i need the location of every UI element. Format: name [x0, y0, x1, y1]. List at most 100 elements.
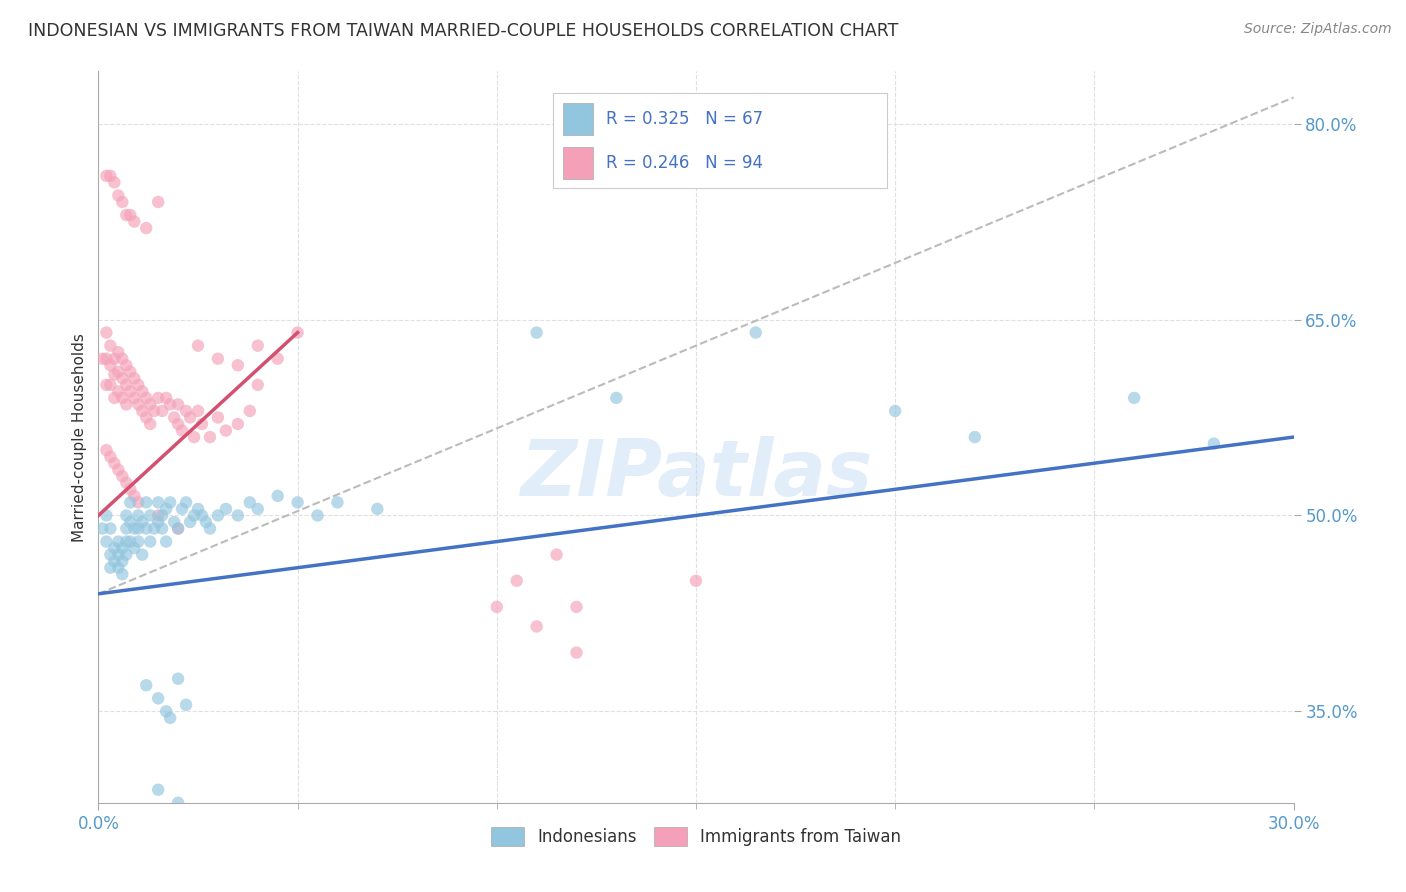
Point — [187, 338, 209, 352]
Point — [183, 430, 205, 444]
Point — [191, 508, 214, 523]
Point — [155, 391, 177, 405]
Point — [103, 368, 125, 382]
Point — [98, 377, 122, 392]
Point — [179, 515, 201, 529]
Point — [127, 377, 149, 392]
Point — [963, 430, 986, 444]
Point — [287, 326, 309, 340]
Point — [127, 397, 149, 411]
Point — [91, 351, 114, 366]
Point — [139, 417, 162, 431]
Point — [172, 502, 194, 516]
Point — [239, 404, 262, 418]
Point — [115, 508, 138, 523]
Point — [143, 521, 166, 535]
Point — [96, 351, 118, 366]
Point — [120, 208, 142, 222]
Point — [111, 541, 134, 555]
Point — [884, 404, 907, 418]
Point — [107, 384, 129, 399]
Point — [148, 515, 170, 529]
Point — [207, 508, 229, 523]
Point — [167, 397, 190, 411]
Point — [267, 351, 290, 366]
Point — [139, 508, 162, 523]
Point — [246, 377, 269, 392]
Point — [195, 515, 218, 529]
Point — [745, 326, 768, 340]
Point — [96, 534, 118, 549]
Point — [96, 508, 118, 523]
Point — [135, 495, 157, 509]
Point — [226, 417, 249, 431]
Point — [207, 351, 229, 366]
Point — [115, 397, 138, 411]
Point — [605, 391, 627, 405]
Point — [127, 495, 149, 509]
Point — [115, 377, 138, 392]
Point — [167, 521, 190, 535]
Point — [103, 351, 125, 366]
Point — [131, 515, 153, 529]
Point — [163, 410, 186, 425]
Text: INDONESIAN VS IMMIGRANTS FROM TAIWAN MARRIED-COUPLE HOUSEHOLDS CORRELATION CHART: INDONESIAN VS IMMIGRANTS FROM TAIWAN MAR… — [28, 22, 898, 40]
Point — [226, 508, 249, 523]
Point — [167, 796, 190, 810]
Point — [111, 554, 134, 568]
Point — [124, 391, 146, 405]
Point — [115, 534, 138, 549]
Point — [139, 397, 162, 411]
Point — [124, 521, 146, 535]
Point — [187, 502, 209, 516]
Point — [155, 502, 177, 516]
Point — [103, 456, 125, 470]
Point — [307, 508, 329, 523]
Point — [120, 534, 142, 549]
Point — [139, 534, 162, 549]
Point — [131, 384, 153, 399]
Point — [1202, 436, 1225, 450]
Point — [111, 194, 134, 209]
Point — [159, 397, 181, 411]
Point — [111, 567, 134, 582]
Point — [131, 548, 153, 562]
Point — [103, 391, 125, 405]
Point — [98, 521, 122, 535]
Point — [326, 495, 349, 509]
Point — [198, 430, 221, 444]
Y-axis label: Married-couple Households: Married-couple Households — [72, 333, 87, 541]
Point — [506, 574, 529, 588]
Point — [98, 548, 122, 562]
Point — [124, 214, 146, 228]
Point — [179, 410, 201, 425]
Point — [111, 371, 134, 385]
Point — [115, 475, 138, 490]
Point — [526, 326, 548, 340]
Point — [565, 646, 588, 660]
Point — [96, 377, 118, 392]
Point — [135, 678, 157, 692]
Point — [174, 404, 197, 418]
Point — [526, 619, 548, 633]
Point — [120, 495, 142, 509]
Point — [98, 560, 122, 574]
Point — [239, 495, 262, 509]
Point — [98, 338, 122, 352]
Point — [167, 521, 190, 535]
Point — [115, 358, 138, 372]
Point — [148, 782, 170, 797]
Point — [111, 351, 134, 366]
Text: ZIPatlas: ZIPatlas — [520, 435, 872, 512]
Point — [103, 554, 125, 568]
Point — [267, 489, 290, 503]
Point — [124, 489, 146, 503]
Point — [107, 534, 129, 549]
Point — [148, 508, 170, 523]
Point — [174, 698, 197, 712]
Point — [135, 391, 157, 405]
Point — [98, 450, 122, 464]
Point — [174, 495, 197, 509]
Point — [226, 358, 249, 372]
Point — [207, 410, 229, 425]
